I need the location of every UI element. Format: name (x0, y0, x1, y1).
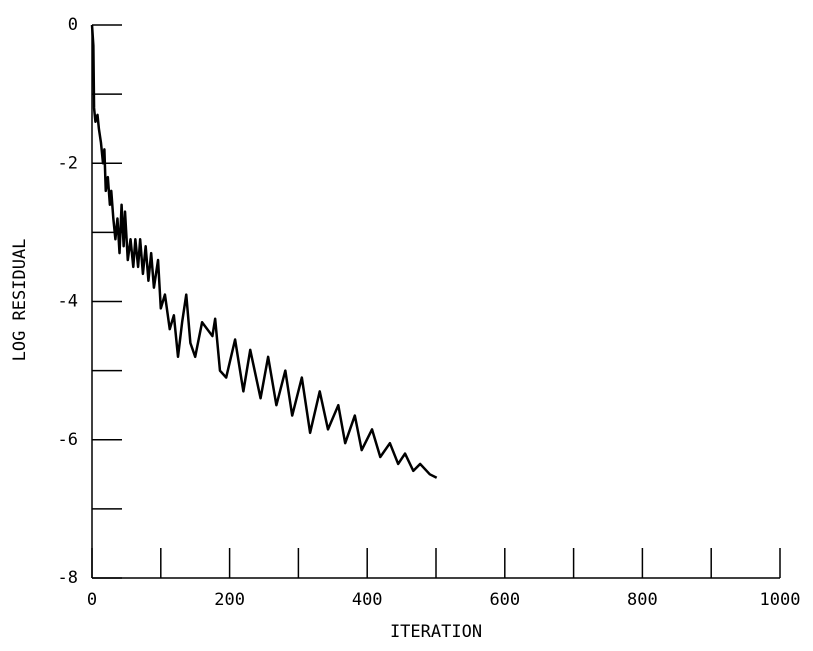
x-tick-label: 0 (87, 590, 97, 610)
x-tick-label: 400 (352, 590, 383, 610)
y-axis-label: LOG RESIDUAL (10, 239, 30, 362)
y-tick-label: -2 (58, 153, 78, 173)
x-tick-label: 200 (214, 590, 245, 610)
x-tick-label: 600 (489, 590, 520, 610)
y-tick-label: -8 (58, 568, 78, 588)
line-series (90, 24, 438, 479)
y-tick-label: -6 (58, 430, 78, 450)
y-tick-label: -4 (58, 292, 78, 312)
x-tick-label: 1000 (760, 590, 801, 610)
x-tick-label: 800 (627, 590, 658, 610)
x-axis-label: ITERATION (390, 622, 482, 642)
y-tick-label: 0 (68, 15, 78, 35)
